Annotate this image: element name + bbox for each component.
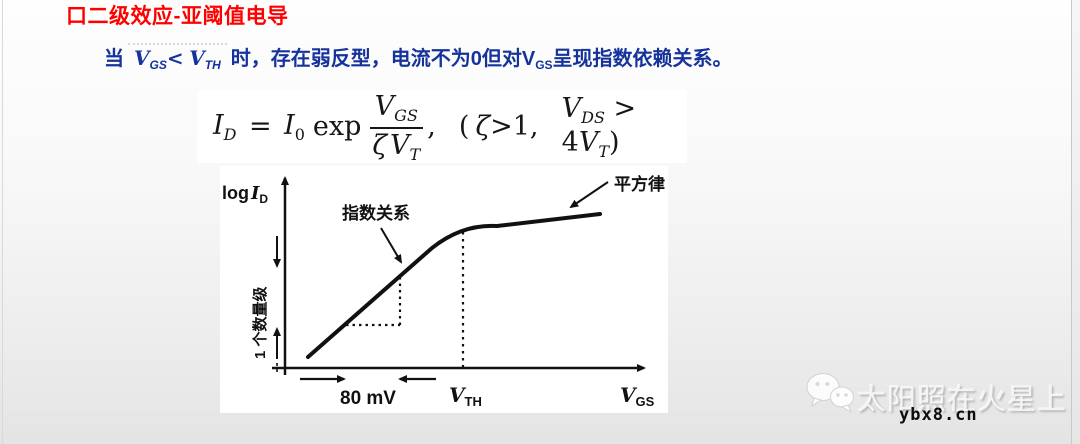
condition-box: VGS< VTH: [128, 43, 227, 79]
statement-mid: 时，存在弱反型，电流不为0但对V: [230, 48, 536, 70]
decade-span-label: 1 个数量级: [251, 285, 269, 359]
vth-label: VTH: [449, 383, 482, 409]
equals-sign: =: [248, 111, 272, 142]
fraction: VGS ζ VT: [367, 91, 425, 163]
exponential-annotation: 指数关系: [342, 203, 410, 223]
fraction-numerator: VGS: [369, 91, 423, 129]
y-axis-label: log ID: [222, 183, 268, 206]
right-border-line: [1071, 0, 1072, 444]
watermark-brand-text: 太阳照在火星上: [857, 384, 1068, 416]
watermark-site-url: ybx8.cn: [899, 405, 978, 425]
left-border-line: [2, 0, 3, 444]
vth-symbol: V: [189, 46, 205, 70]
open-paren: (: [458, 111, 470, 142]
subthreshold-formula: ID = I0 exp VGS ζ VT , ( ζ>1, VDS > 4VT): [197, 90, 687, 163]
statement-line: 当 VGS< VTH 时，存在弱反型，电流不为0但对VGS呈现指数依赖关系。: [104, 43, 733, 79]
exponential-annotation-arrow: [380, 227, 403, 264]
statement-lead: 当: [104, 48, 124, 70]
slide-title: 口二级效应-亚阈值电导: [66, 5, 289, 28]
id-vgs-curve: [306, 212, 602, 359]
vgs-symbol: V: [134, 46, 150, 70]
square-law-annotation: 平方律: [614, 174, 665, 194]
right-edge-strip: [1072, 0, 1080, 444]
zeta-condition: ζ>1,: [475, 111, 539, 142]
vgs-axis-label: VGS: [620, 383, 655, 409]
vds-condition: VDS > 4VT): [561, 92, 637, 161]
less-than: <: [166, 46, 184, 70]
comma: ,: [427, 111, 436, 142]
x-span-label: 80 mV: [340, 388, 396, 409]
statement-tail: 呈现指数依赖关系。: [552, 48, 733, 70]
fraction-denominator: ζ VT: [372, 129, 421, 164]
exp-operator: exp: [312, 111, 362, 142]
wechat-icon: [806, 373, 854, 414]
formula-I0: I0: [284, 109, 305, 144]
vgs-subscript: GS: [149, 58, 167, 72]
subthreshold-figure: log ID 1 个数量级 指数关系 平方律 80 mV VTH VGS: [220, 166, 668, 413]
vth-subscript: TH: [204, 58, 221, 72]
square-law-annotation-arrow: [569, 181, 609, 209]
formula-ID: ID: [213, 109, 237, 144]
statement-mid-subscript: GS: [535, 58, 553, 72]
